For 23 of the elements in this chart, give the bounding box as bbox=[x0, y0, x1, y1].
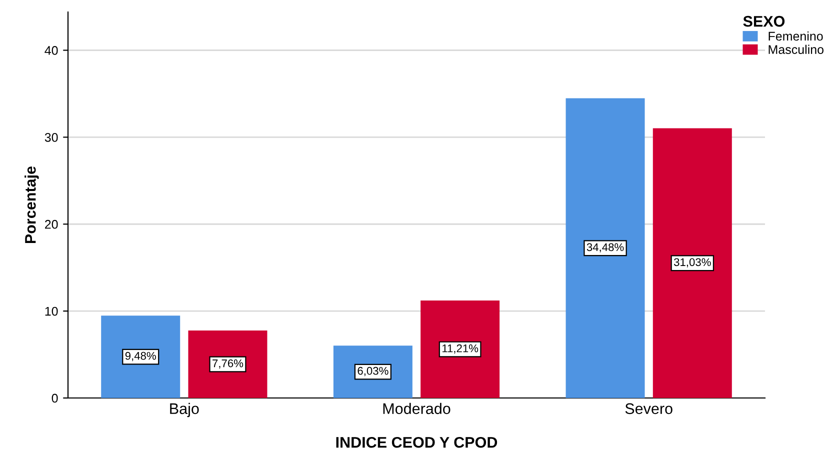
x-tick-label: Severo bbox=[625, 403, 672, 414]
legend-label: Femenino bbox=[768, 31, 823, 41]
y-tick-label: 20 bbox=[45, 220, 58, 229]
data-label: 7,76% bbox=[212, 359, 244, 369]
data-label: 34,48% bbox=[586, 243, 624, 252]
data-label: 31,03% bbox=[674, 258, 711, 268]
y-axis-title: Porcentaje bbox=[24, 166, 39, 244]
y-tick-label: 30 bbox=[44, 132, 58, 142]
legend-label: Masculino bbox=[768, 44, 824, 54]
legend-title: SEXO bbox=[743, 16, 785, 27]
x-tick-label: Moderado bbox=[383, 402, 450, 414]
bar bbox=[420, 300, 500, 398]
data-label: 11,21% bbox=[442, 344, 478, 354]
data-label: 9,48% bbox=[125, 352, 156, 362]
bar bbox=[101, 316, 180, 398]
data-label: 6,03% bbox=[358, 366, 388, 376]
y-tick-label: 10 bbox=[45, 306, 58, 316]
x-axis-title: INDICE CEOD Y CPOD bbox=[336, 436, 498, 448]
bar bbox=[652, 128, 732, 398]
y-tick-label: 40 bbox=[44, 46, 58, 55]
x-tick-label: Bajo bbox=[170, 402, 199, 418]
y-tick-label: 0 bbox=[52, 394, 58, 403]
bar bbox=[566, 98, 645, 398]
